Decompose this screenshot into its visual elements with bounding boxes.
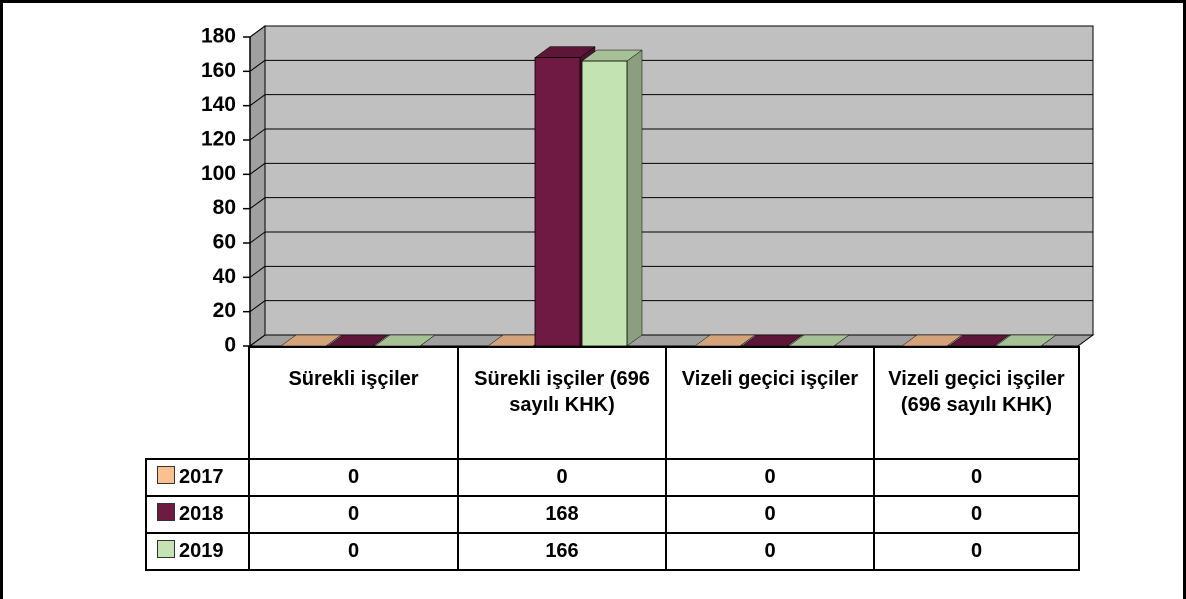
legend-key bbox=[157, 466, 175, 484]
y-tick-label: 120 bbox=[201, 128, 236, 151]
grid-line-side bbox=[249, 162, 266, 175]
y-tick-label: 20 bbox=[213, 299, 236, 322]
series-row: 2017 0 0 0 0 bbox=[145, 458, 1080, 497]
grid-line-side bbox=[249, 59, 266, 72]
blank-cell bbox=[146, 347, 250, 460]
y-tick-label: 60 bbox=[213, 231, 236, 254]
legend-key bbox=[157, 503, 175, 521]
legend-label: 2019 bbox=[179, 540, 224, 562]
side-wall bbox=[249, 25, 266, 347]
bar bbox=[534, 57, 581, 347]
value-cell: 0 bbox=[665, 495, 875, 534]
value-cell: 0 bbox=[665, 532, 875, 571]
value-cell: 0 bbox=[248, 458, 459, 497]
bar-top bbox=[948, 334, 1010, 347]
header-row: Sürekli işçiler Sürekli işçiler (696 sayı… bbox=[146, 346, 1080, 460]
category-label: Vizeli geçici işçiler (696 sayılı KHK) bbox=[873, 346, 1080, 460]
legend-key bbox=[157, 540, 175, 558]
bar-top bbox=[280, 334, 342, 347]
category-label: Sürekli işçiler bbox=[248, 346, 459, 460]
value-cell: 166 bbox=[457, 532, 667, 571]
legend-cell: 2019 bbox=[145, 532, 250, 571]
value-cell: 0 bbox=[873, 458, 1080, 497]
bar-top bbox=[374, 334, 436, 347]
bar-top bbox=[694, 334, 756, 347]
value-cell: 0 bbox=[457, 458, 667, 497]
grid-line-side bbox=[249, 265, 266, 278]
value-cell: 0 bbox=[873, 495, 1080, 534]
grid-line-side bbox=[249, 334, 266, 347]
bar-top bbox=[741, 334, 803, 347]
bar-side bbox=[626, 49, 643, 347]
grid-line-side bbox=[249, 300, 266, 313]
grid-line-side bbox=[249, 94, 266, 107]
series-row: 2019 0 166 0 0 bbox=[145, 532, 1080, 571]
legend-cell: 2017 bbox=[145, 458, 250, 497]
series-row: 2018 0 168 0 0 bbox=[145, 495, 1080, 534]
y-tick-label: 100 bbox=[201, 162, 236, 185]
y-tick-label: 0 bbox=[224, 334, 236, 357]
value-cell: 0 bbox=[665, 458, 875, 497]
data-table: Sürekli işçiler Sürekli işçiler (696 sayı… bbox=[145, 346, 1080, 571]
back-wall bbox=[264, 25, 1094, 336]
bar-top bbox=[788, 334, 850, 347]
y-tick-label: 80 bbox=[213, 196, 236, 219]
grid-line-side bbox=[249, 128, 266, 141]
category-label: Sürekli işçiler (696 sayılı KHK) bbox=[457, 346, 667, 460]
value-cell: 0 bbox=[873, 532, 1080, 571]
bar bbox=[581, 60, 628, 347]
y-tick-label: 140 bbox=[201, 93, 236, 116]
y-tick-label: 40 bbox=[213, 265, 236, 288]
y-tick-label: 160 bbox=[201, 59, 236, 82]
bar-top bbox=[995, 334, 1057, 347]
category-label: Vizeli geçici işçiler bbox=[665, 346, 875, 460]
chart: 0 20 40 60 80 100 120 140 160 180 bbox=[201, 25, 1095, 357]
grid-line-side bbox=[249, 231, 266, 244]
legend-label: 2017 bbox=[179, 466, 224, 488]
y-tick-label: 180 bbox=[201, 25, 236, 48]
value-cell: 0 bbox=[248, 495, 459, 534]
bar-top bbox=[901, 334, 963, 347]
value-cell: 0 bbox=[248, 532, 459, 571]
grid-line-side bbox=[249, 197, 266, 210]
bar-top bbox=[327, 334, 389, 347]
value-cell: 168 bbox=[457, 495, 667, 534]
legend-cell: 2018 bbox=[145, 495, 250, 534]
grid-line-side bbox=[249, 25, 266, 38]
legend-label: 2018 bbox=[179, 503, 224, 525]
